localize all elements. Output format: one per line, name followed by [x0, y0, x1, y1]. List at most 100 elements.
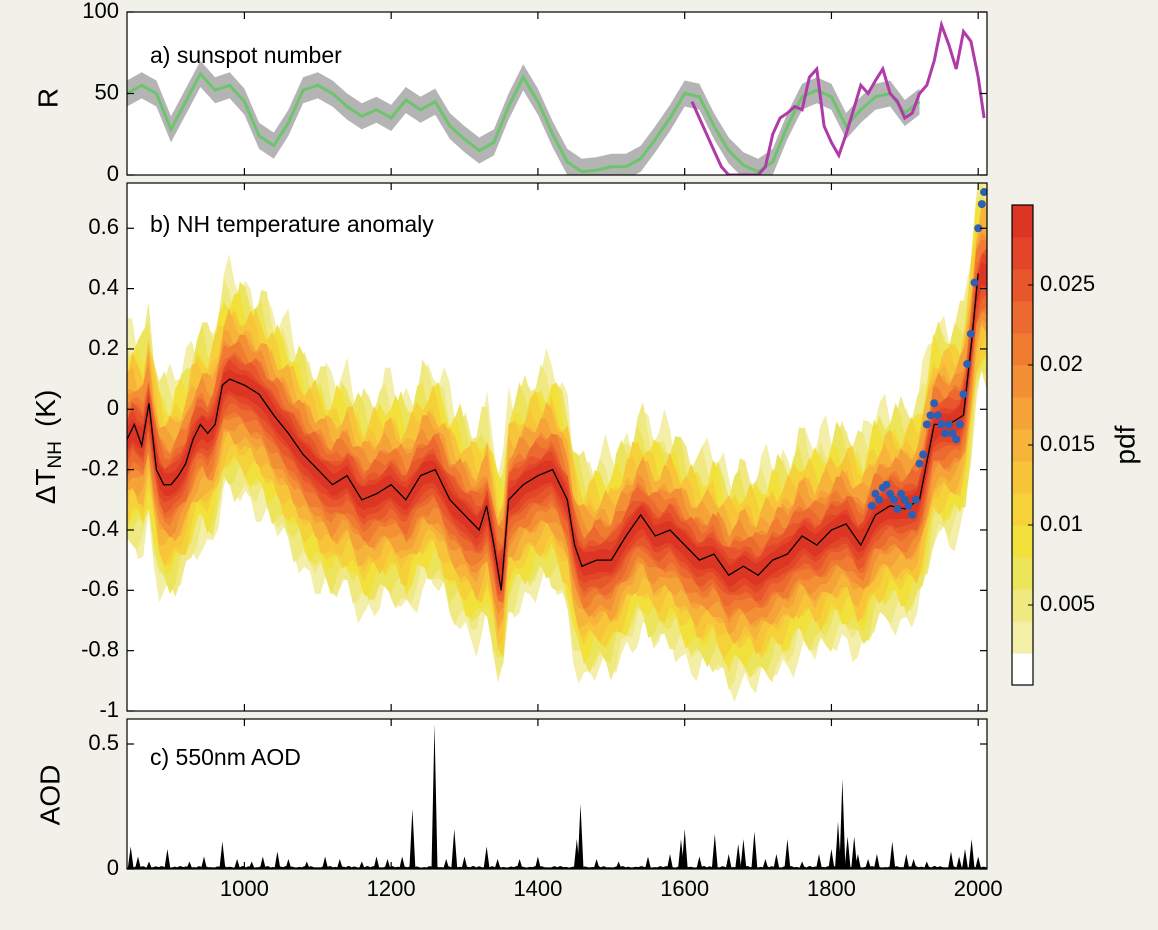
panel-c-ytick-label: 0 [107, 855, 119, 880]
colorbar-segment [1012, 237, 1033, 270]
colorbar-segment [1012, 589, 1033, 622]
aod-spike [645, 856, 651, 869]
colorbar-segment [1012, 397, 1033, 430]
observation-point [889, 495, 898, 504]
observation-point [980, 188, 987, 197]
temperature-median-line [127, 273, 979, 591]
aod-spike [577, 804, 584, 869]
sunspot-reconstruction-line [127, 71, 921, 174]
colorbar-segment [1012, 333, 1033, 366]
panel-b-ylabel-unit: (K) [30, 390, 61, 427]
aod-spike [681, 829, 688, 869]
aod-spike [336, 859, 343, 869]
panel-c-title: c) 550nm AOD [150, 744, 301, 770]
aod-spike [593, 859, 600, 869]
aod-spike [910, 859, 917, 869]
observation-point [893, 504, 902, 513]
aod-spike [248, 861, 255, 869]
panel-b-title: b) NH temperature anomaly [150, 211, 434, 237]
aod-spike [164, 849, 171, 869]
observation-point [900, 495, 909, 504]
observation-point [937, 420, 946, 429]
observation-point [970, 278, 979, 287]
aod-spike [903, 854, 910, 869]
observation-point [897, 489, 906, 498]
panel-c-ylabel: AOD [34, 765, 65, 826]
aod-spike [127, 846, 134, 869]
colorbar-segment [1012, 269, 1033, 302]
aod-spike [696, 856, 703, 869]
panel-a: 0 50 100 a) sunspot number R [32, 0, 988, 186]
aod-spike [259, 856, 266, 869]
aod-spike [735, 844, 742, 869]
observation-point [926, 411, 935, 420]
observation-point [941, 429, 950, 438]
sunspot-observed-line [690, 19, 986, 175]
panel-c-frame [126, 718, 988, 870]
aod-spike [784, 839, 791, 869]
panel-a-ylabel: R [32, 88, 63, 108]
colorbar-tick-label: 0.025 [1040, 271, 1095, 296]
aod-spike [274, 851, 281, 869]
aod-spike [303, 861, 310, 869]
aod-spike [285, 859, 292, 869]
aod-spike [443, 859, 450, 869]
panel-b-frame [126, 182, 988, 712]
observation-point [948, 429, 957, 438]
aod-spike [431, 724, 438, 869]
colorbar-tick-label: 0.015 [1040, 431, 1095, 456]
panel-b-ytick-label: -0.4 [81, 516, 119, 541]
observation-point [904, 501, 913, 510]
observation-point [933, 411, 942, 420]
aod-spike [751, 831, 758, 869]
aod-spike [835, 821, 841, 869]
colorbar-segment [1012, 557, 1033, 590]
panel-b-ytick-label: -0.8 [81, 636, 119, 661]
observation-point [974, 224, 983, 233]
observation-point [977, 200, 986, 209]
observation-point [955, 420, 964, 429]
aod-spike [816, 854, 822, 869]
observation-point [930, 399, 939, 408]
aod-spike [740, 839, 747, 869]
panel-c-plot-area [127, 719, 987, 869]
aod-spike [186, 861, 193, 869]
aod-spike [851, 836, 858, 869]
aod-spike [725, 854, 732, 869]
panel-c-xtick-label: 1600 [660, 876, 709, 901]
aod-spike [384, 859, 391, 869]
panel-b-ytick-label: 0 [107, 395, 119, 420]
aod-spike [948, 851, 954, 869]
aod-spike [854, 854, 861, 869]
observation-point [911, 495, 920, 504]
panel-b-ytick-label: 0.2 [88, 335, 119, 360]
observation-point [882, 480, 891, 489]
aod-spike [201, 856, 207, 869]
aod-spike [322, 856, 329, 869]
panel-b-ytick-label: -0.2 [81, 455, 119, 480]
aod-spike [799, 861, 806, 869]
colorbar-segment [1012, 493, 1033, 526]
colorbar-segment [1012, 461, 1033, 494]
aod-spike [483, 846, 490, 869]
aod-spike [773, 854, 780, 869]
aod-spike [461, 856, 468, 869]
panel-a-title: a) sunspot number [150, 42, 342, 68]
aod-spike [494, 859, 501, 869]
observation-point [886, 489, 895, 498]
aod-spike [516, 859, 523, 869]
observation-point [944, 420, 953, 429]
colorbar-segment [1012, 653, 1033, 686]
panel-b-ytick-label: -1 [99, 697, 119, 722]
panel-b-ylabel-main: ΔT [30, 468, 61, 504]
panel-c-xtick-label: 1200 [367, 876, 416, 901]
colorbar-segment [1012, 301, 1033, 334]
observation-point [908, 510, 917, 519]
aod-spike [762, 859, 769, 869]
panel-a-ytick-label: 100 [82, 0, 119, 23]
panel-b-ylabel-subscript: NH [45, 441, 66, 468]
aod-spike [889, 841, 896, 869]
aod-spike [844, 836, 851, 869]
panel-c-xtick-label: 1400 [513, 876, 562, 901]
